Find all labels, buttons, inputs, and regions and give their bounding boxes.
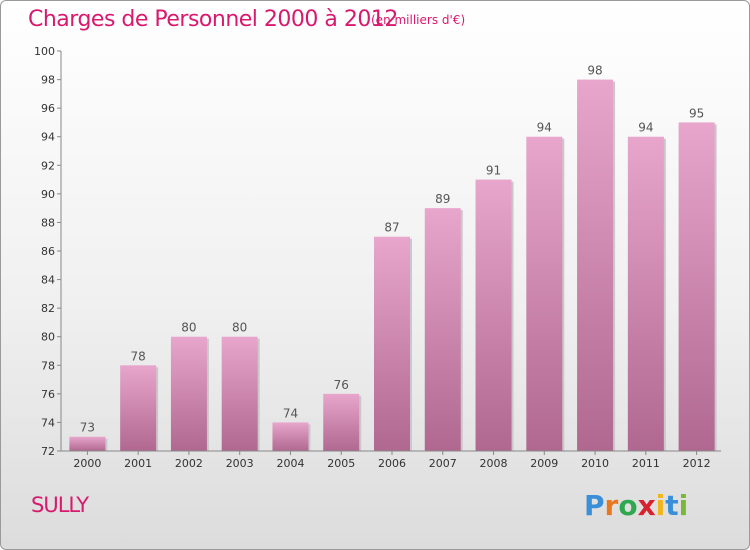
- place-name: SULLY: [31, 493, 89, 517]
- x-tick-label: 2008: [480, 457, 508, 470]
- bar-2008: [475, 179, 512, 452]
- x-tick-label: 2010: [581, 457, 609, 470]
- logo-letter: P: [584, 489, 605, 522]
- y-tick-label: 90: [41, 188, 55, 201]
- data-label: 94: [537, 121, 552, 135]
- x-tick-label: 2011: [632, 457, 660, 470]
- bar-2002: [170, 336, 207, 451]
- x-tick-label: 2012: [683, 457, 711, 470]
- bar-2005: [323, 393, 360, 451]
- proxiti-logo[interactable]: Proxiti: [584, 489, 688, 522]
- logo-letter: i: [655, 489, 666, 522]
- y-tick-label: 78: [41, 359, 55, 372]
- bar-2001: [120, 365, 157, 451]
- x-tick-label: 2005: [327, 457, 355, 470]
- x-tick-label: 2009: [530, 457, 558, 470]
- y-tick-label: 100: [34, 45, 55, 58]
- bar-2009: [526, 136, 563, 451]
- y-tick-label: 72: [41, 445, 55, 458]
- x-tick-label: 2006: [378, 457, 406, 470]
- chart-subtitle: (en milliers d'€): [371, 13, 466, 27]
- y-tick-label: 92: [41, 159, 55, 172]
- bar-2012: [678, 122, 715, 451]
- y-tick-label: 88: [41, 216, 55, 229]
- data-label: 95: [689, 106, 704, 120]
- y-tick-label: 86: [41, 245, 55, 258]
- data-label: 76: [334, 378, 349, 392]
- data-label: 73: [80, 421, 95, 435]
- logo-letter: t: [665, 489, 679, 522]
- x-tick-label: 2001: [124, 457, 152, 470]
- data-label: 98: [587, 64, 602, 78]
- logo-letter: r: [604, 489, 619, 522]
- logo-letter: i: [678, 489, 689, 522]
- data-label: 89: [435, 192, 450, 206]
- data-label: 74: [283, 406, 298, 420]
- bar-2006: [374, 236, 410, 451]
- y-tick-label: 94: [41, 131, 55, 144]
- logo-letter: x: [637, 489, 656, 522]
- data-label: 78: [131, 349, 146, 363]
- y-tick-label: 74: [41, 416, 55, 429]
- y-tick-label: 76: [41, 388, 55, 401]
- bar-2010: [577, 79, 614, 452]
- chart-title: Charges de Personnel 2000 à 2012: [28, 7, 398, 32]
- data-label: 87: [384, 221, 399, 235]
- bar-2004: [272, 422, 309, 451]
- data-label: 94: [638, 121, 653, 135]
- bar-2011: [627, 136, 664, 451]
- data-label: 80: [181, 321, 196, 335]
- y-tick-label: 96: [41, 102, 55, 115]
- y-tick-label: 80: [41, 331, 55, 344]
- y-tick-label: 84: [41, 274, 55, 287]
- bar-2000: [69, 436, 106, 451]
- x-tick-label: 2000: [73, 457, 101, 470]
- x-tick-label: 2003: [226, 457, 254, 470]
- x-tick-label: 2002: [175, 457, 203, 470]
- bar-2007: [424, 208, 461, 451]
- x-tick-label: 2007: [429, 457, 457, 470]
- y-tick-label: 98: [41, 74, 55, 87]
- data-label: 91: [486, 164, 501, 178]
- logo-letter: o: [618, 489, 638, 522]
- x-tick-label: 2004: [276, 457, 304, 470]
- bar-2003: [221, 336, 258, 451]
- data-label: 80: [232, 321, 247, 335]
- y-tick-label: 82: [41, 302, 55, 315]
